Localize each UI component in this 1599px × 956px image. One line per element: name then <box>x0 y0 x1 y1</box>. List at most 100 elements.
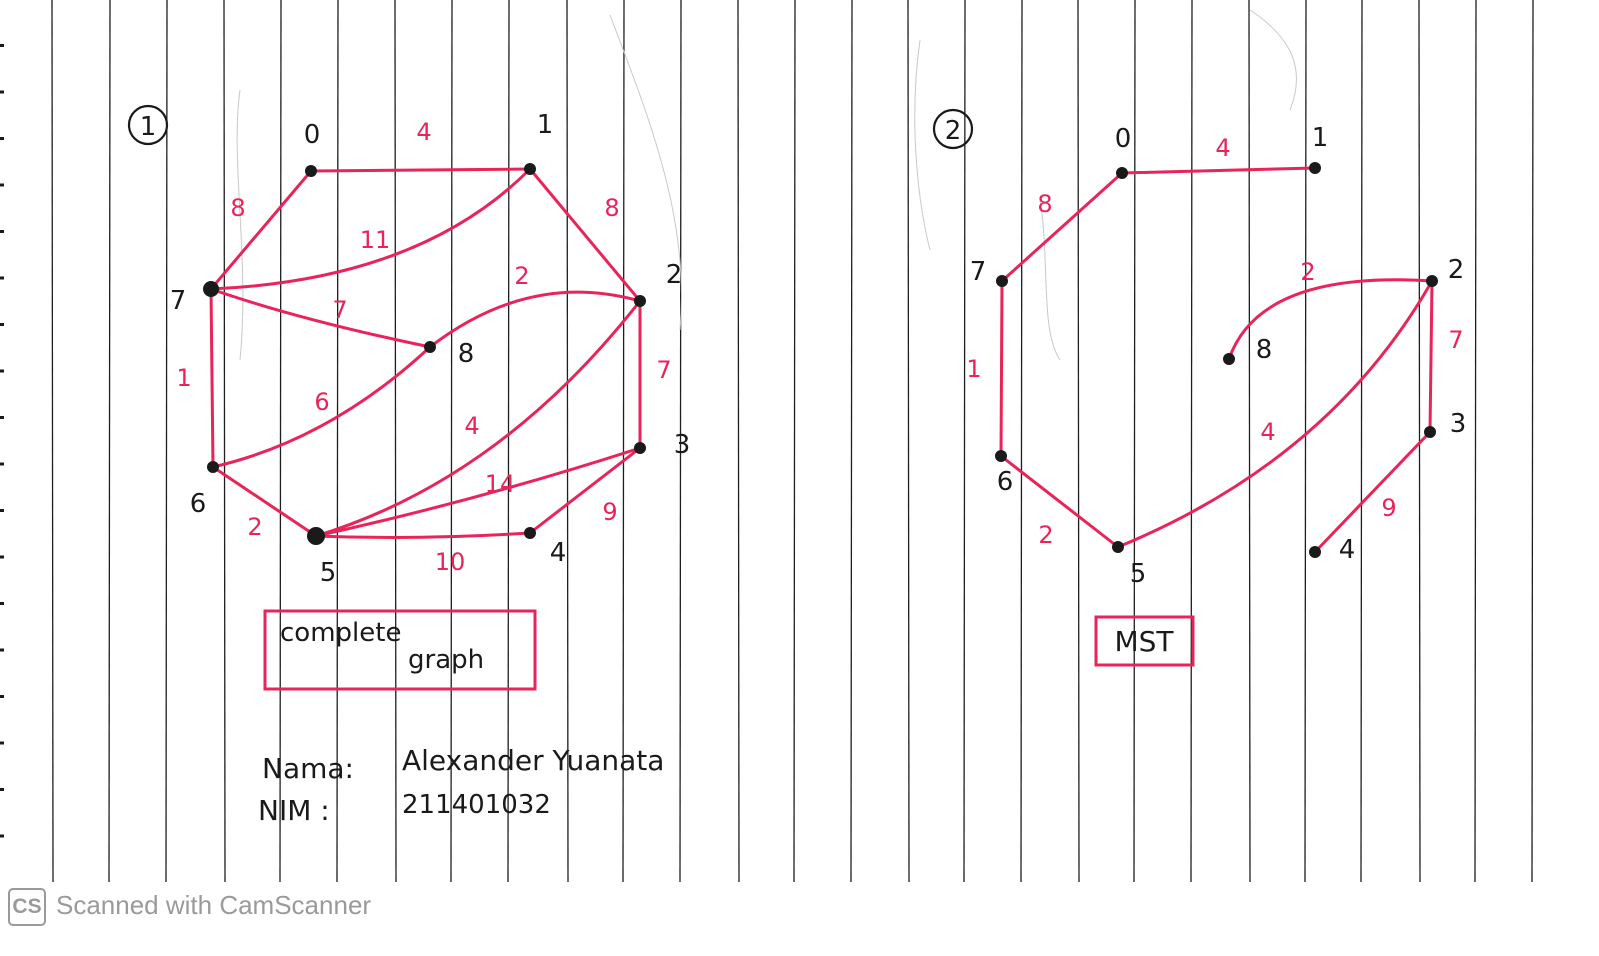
ruled-line <box>850 0 853 883</box>
node-6 <box>207 461 219 473</box>
ruled-line <box>622 0 625 883</box>
weight-1-7: 11 <box>360 226 391 254</box>
ruled-line <box>1304 0 1307 883</box>
graph2-title-box: MST <box>1094 615 1195 667</box>
node-label-7: 7 <box>970 257 987 287</box>
edge-0-7 <box>209 169 313 291</box>
node-label-0: 0 <box>1115 124 1132 154</box>
node-7 <box>203 281 219 297</box>
ruled-line <box>679 0 682 883</box>
ruled-line <box>907 0 910 883</box>
ruled-line <box>336 0 339 883</box>
camscanner-logo-icon: CS <box>8 888 46 926</box>
node-label-6: 6 <box>997 467 1014 497</box>
signature-block: Nama: Alexander Yuanata NIM : 211401032 <box>258 744 664 827</box>
scanner-footer <box>0 884 1599 956</box>
edge-5-2 <box>1116 279 1434 549</box>
edge-8-2 <box>1227 278 1434 361</box>
node-1 <box>524 163 536 175</box>
ruled-line <box>1531 0 1534 883</box>
ruled-line <box>1077 0 1080 883</box>
weight-7-8: 7 <box>332 296 347 324</box>
node-label-8: 8 <box>458 339 475 369</box>
camscanner-watermark: Scanned with CamScanner <box>56 890 372 920</box>
margin-tick <box>0 741 4 745</box>
node-label-8: 8 <box>1256 335 1273 365</box>
ruled-line <box>165 0 168 883</box>
ruled-line <box>963 0 966 883</box>
node-4 <box>524 527 536 539</box>
margin-tick <box>0 44 4 47</box>
node-8 <box>424 341 436 353</box>
graph1-title-line2: graph <box>408 645 484 675</box>
weight-0-7: 8 <box>230 194 245 222</box>
ruled-line <box>1248 0 1251 883</box>
ruled-line <box>223 0 226 883</box>
pencil-ghost-marks <box>236 9 1297 361</box>
weight-0-1: 4 <box>1215 134 1230 162</box>
node-label-3: 3 <box>674 430 691 460</box>
edge-7-8 <box>209 287 432 349</box>
edge-8-6 <box>211 345 432 469</box>
edge-1-2 <box>528 167 642 303</box>
margin-tick <box>0 369 4 373</box>
graph1-nodes <box>203 163 646 545</box>
node-label-4: 4 <box>550 538 567 568</box>
name-value: Alexander Yuanata <box>402 744 664 777</box>
graph2-marker: 2 <box>932 108 974 150</box>
edge-3-4 <box>528 446 642 535</box>
graph1-complete-graph: 1 4 8 8 11 7 1 2 6 7 4 14 9 2 10 0 1 2 3 4 5 6 7 8 complete g… <box>127 104 691 691</box>
node-8 <box>1223 353 1235 365</box>
graph1-edges <box>209 167 642 539</box>
graph1-title-box: complete graph <box>263 609 537 691</box>
node-2 <box>1426 275 1438 287</box>
edge-7-6 <box>209 287 215 469</box>
ruled-line <box>279 0 282 883</box>
ruled-line <box>1133 0 1136 883</box>
weight-6-5: 2 <box>247 513 262 541</box>
node-label-2: 2 <box>666 260 683 290</box>
node-7 <box>996 275 1008 287</box>
ruled-line <box>1474 0 1477 883</box>
node-label-1: 1 <box>1312 123 1329 153</box>
node-label-0: 0 <box>304 120 321 150</box>
margin-tick <box>0 509 4 512</box>
node-label-5: 5 <box>1130 559 1147 589</box>
node-label-7: 7 <box>170 286 187 316</box>
ruled-line <box>394 0 397 883</box>
node-label-4: 4 <box>1339 535 1356 565</box>
node-6 <box>995 450 1007 462</box>
margin-tick <box>0 183 4 187</box>
svg-text:1: 1 <box>140 112 157 142</box>
margin-tick <box>0 695 4 698</box>
weight-8-2: 2 <box>514 262 529 290</box>
graph2-node-labels: 0 1 2 3 4 5 6 7 8 <box>970 123 1467 589</box>
node-2 <box>634 295 646 307</box>
weight-5-4: 10 <box>435 548 466 576</box>
svg-text:2: 2 <box>945 116 962 146</box>
edge-7-6 <box>999 279 1004 458</box>
margin-tick <box>0 90 4 94</box>
ruled-line <box>450 0 453 883</box>
graph1-title-line1: complete <box>280 618 401 648</box>
margin-tick <box>0 788 4 791</box>
node-3 <box>634 442 646 454</box>
margin-tick <box>0 276 4 280</box>
ruled-line <box>507 0 510 883</box>
weight-8-6: 6 <box>314 388 329 416</box>
edge-2-5 <box>314 299 642 538</box>
weight-6-5: 2 <box>1038 521 1053 549</box>
ruled-line <box>108 0 111 883</box>
node-4 <box>1309 546 1321 558</box>
edge-3-4 <box>1313 430 1432 554</box>
graph1-edge-weights: 4 8 8 11 7 1 2 6 7 4 14 9 2 10 <box>176 118 671 576</box>
graph2-edges <box>999 166 1434 554</box>
node-label-5: 5 <box>320 558 337 588</box>
node-label-3: 3 <box>1450 409 1467 439</box>
node-label-1: 1 <box>537 110 554 140</box>
graph2-title: MST <box>1114 625 1174 658</box>
margin-ticks <box>0 44 4 838</box>
margin-tick <box>0 462 4 466</box>
node-3 <box>1424 426 1436 438</box>
